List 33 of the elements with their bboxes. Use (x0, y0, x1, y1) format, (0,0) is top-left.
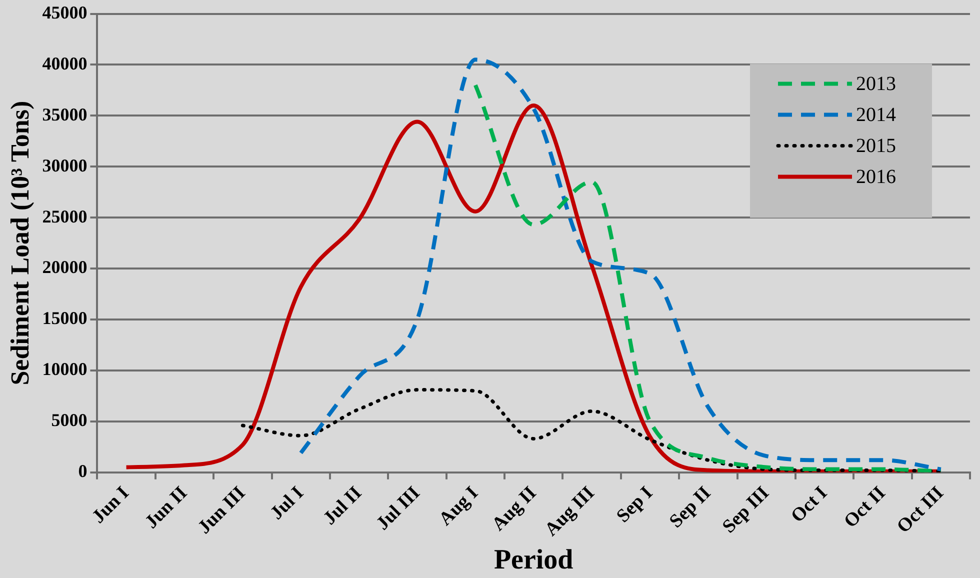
x-tick-label: Oct I (787, 482, 832, 527)
x-tick-label: Jul II (319, 482, 366, 530)
x-tick-label: Jun I (88, 482, 134, 528)
x-tick-label: Sep II (666, 482, 716, 532)
y-tick-label: 15000 (42, 308, 88, 328)
legend-label: 2016 (856, 166, 896, 188)
y-tick-label: 35000 (42, 104, 88, 124)
x-tick-label: Aug II (488, 482, 541, 536)
y-tick-label: 0 (78, 461, 88, 481)
x-tick-label: Sep III (718, 482, 774, 538)
y-axis-title: Sediment Load (10³ Tons) (5, 100, 34, 386)
x-tick-label: Aug I (435, 482, 482, 530)
y-tick-label: 45000 (42, 2, 88, 22)
x-tick-label: Jul III (372, 482, 424, 534)
x-tick-label: Jul I (266, 482, 308, 524)
y-tick-label: 30000 (42, 155, 88, 176)
legend-label: 2015 (856, 135, 896, 158)
x-tick-label: Oct III (893, 482, 948, 538)
line-series (298, 58, 943, 472)
x-tick-label: Oct II (840, 482, 890, 532)
legend-label: 2013 (856, 73, 896, 96)
x-tick-label: Jun II (141, 482, 192, 533)
line-series (240, 388, 943, 472)
x-tick-label: Sep I (612, 482, 657, 527)
x-axis-title: Period (494, 544, 574, 576)
legend-label: 2014 (856, 104, 896, 126)
y-tick-label: 10000 (42, 359, 88, 380)
y-tick-label: 25000 (42, 206, 88, 226)
y-tick-label: 20000 (42, 257, 88, 278)
y-tick-label: 5000 (51, 410, 88, 430)
x-tick-label: Aug III (540, 482, 599, 540)
y-tick-label: 40000 (42, 53, 88, 74)
x-tick-label: Jun III (194, 482, 250, 538)
